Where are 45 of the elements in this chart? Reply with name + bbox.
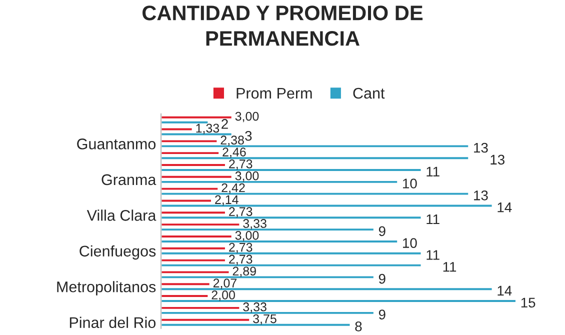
data-label: 2,42 xyxy=(222,183,245,194)
data-label: 14 xyxy=(498,286,512,296)
y-tick-label: Pinar del Rio xyxy=(70,316,156,328)
y-tick-label: Granma xyxy=(102,174,156,186)
data-label: 2,00 xyxy=(212,290,235,301)
data-label: 10 xyxy=(403,178,417,188)
data-label: 9 xyxy=(378,274,386,284)
data-label: 10 xyxy=(403,238,417,248)
data-label: 11 xyxy=(426,250,440,260)
data-label: 3,75 xyxy=(253,314,276,325)
data-label: 3,00 xyxy=(235,112,259,122)
data-label: 2,14 xyxy=(215,195,238,206)
data-label: 2,73 xyxy=(229,160,252,170)
data-label: 14 xyxy=(498,202,512,212)
y-tick-label: Metropolitanos xyxy=(57,281,156,296)
data-label: 2,73 xyxy=(229,242,252,254)
data-label: 13 xyxy=(474,190,488,200)
data-label: 13 xyxy=(474,142,488,153)
data-label: 13 xyxy=(490,154,504,165)
legend-label: Prom Perm xyxy=(236,88,312,99)
data-label: 3,00 xyxy=(235,230,259,242)
data-label: 2,89 xyxy=(232,266,256,278)
data-label: 2,73 xyxy=(229,207,252,218)
y-tick-label: Cienfuegos xyxy=(80,245,156,260)
data-label: 2,46 xyxy=(222,148,246,158)
data-label: 3 xyxy=(245,130,252,141)
data-label: 1,33 xyxy=(196,124,220,134)
data-label: 15 xyxy=(521,298,536,308)
data-label: 2,38 xyxy=(220,136,244,146)
chart-title: CANTIDAD Y PROMEDIO DE PERMANENCIA xyxy=(142,6,423,46)
y-tick-label: Villa Clara xyxy=(86,210,156,221)
data-label: 2,07 xyxy=(213,278,237,289)
data-label: 9 xyxy=(378,226,386,236)
y-tick-label: Guantanmo xyxy=(77,138,156,150)
data-label: 3,33 xyxy=(243,219,266,230)
legend-label: Cant xyxy=(353,88,385,99)
data-label: 9 xyxy=(378,310,386,320)
data-label: 11 xyxy=(426,166,440,176)
data-label: 11 xyxy=(443,262,456,272)
data-label: 3,33 xyxy=(243,302,266,313)
data-label: 3,00 xyxy=(235,171,259,182)
data-label: 8 xyxy=(355,322,362,332)
data-label: 11 xyxy=(426,214,440,224)
data-label: 2 xyxy=(222,119,228,129)
data-label: 2,73 xyxy=(229,254,252,266)
